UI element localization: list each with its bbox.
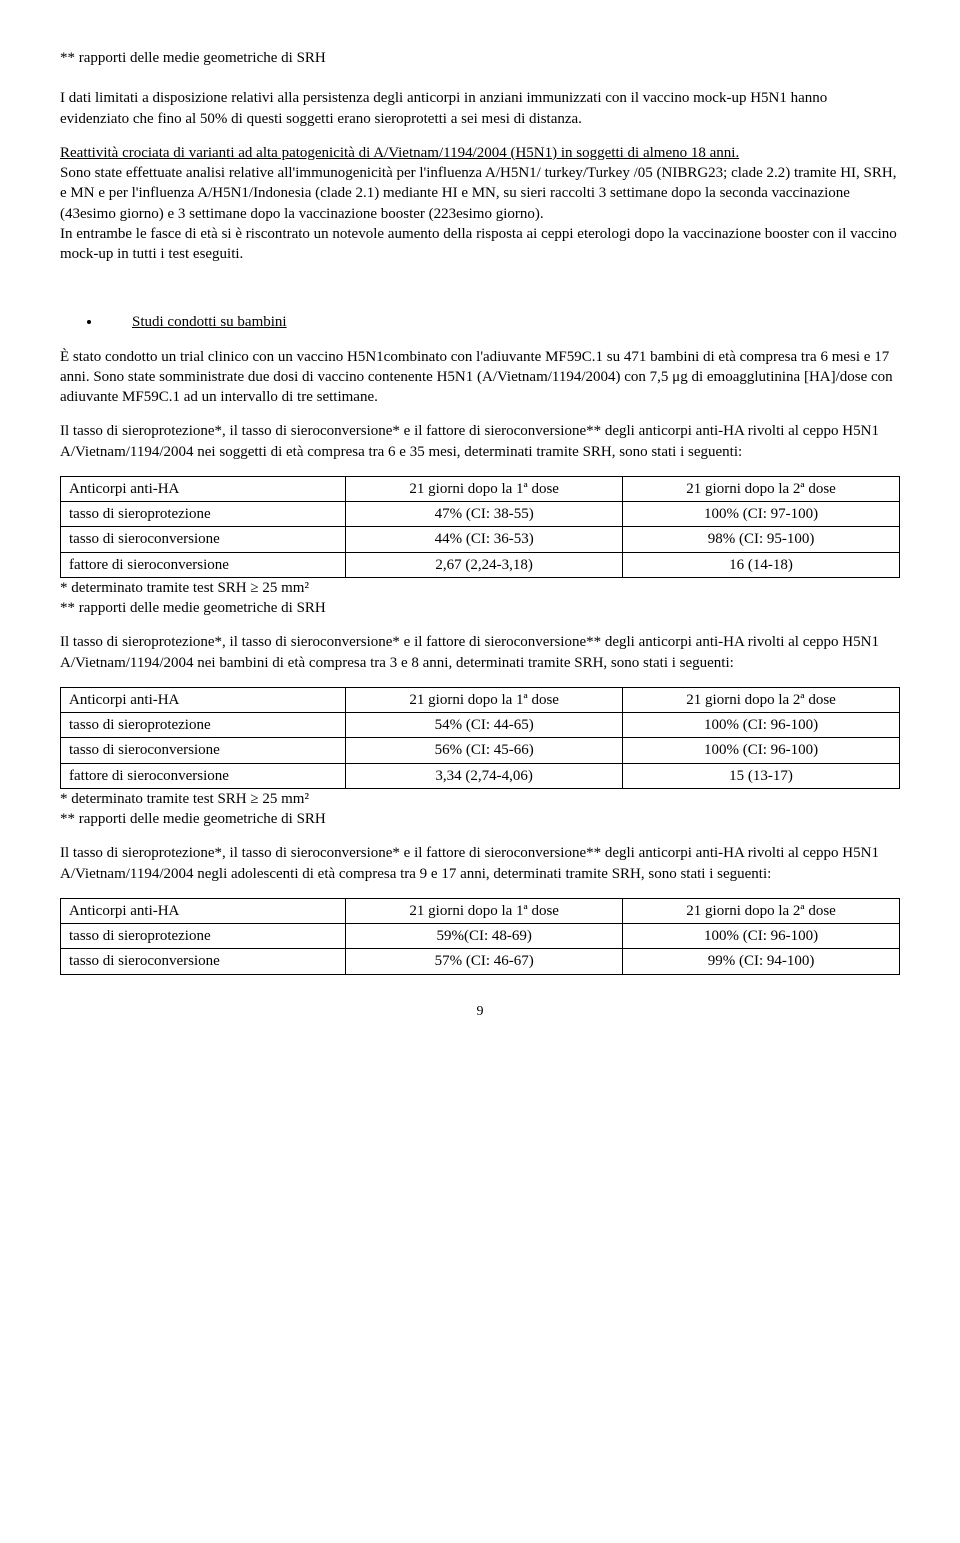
table-header-row: Anticorpi anti-HA 21 giorni dopo la 1ª d… xyxy=(61,687,900,712)
table-3-8-years: Anticorpi anti-HA 21 giorni dopo la 1ª d… xyxy=(60,687,900,789)
cell-value: 54% (CI: 44-65) xyxy=(346,713,623,738)
paragraph-table2-intro: Il tasso di sieroprotezione*, il tasso d… xyxy=(60,632,900,673)
table-row: fattore di sieroconversione 3,34 (2,74-4… xyxy=(61,763,900,788)
col-header-label: Anticorpi anti-HA xyxy=(61,687,346,712)
cell-value: 100% (CI: 97-100) xyxy=(623,502,900,527)
paragraph-table1-intro: Il tasso di sieroprotezione*, il tasso d… xyxy=(60,421,900,462)
footnote-gmr: ** rapporti delle medie geometriche di S… xyxy=(60,809,900,829)
cell-value: 99% (CI: 94-100) xyxy=(623,949,900,974)
row-label: fattore di sieroconversione xyxy=(61,763,346,788)
paragraph-cross-result: In entrambe le fasce di età si è riscont… xyxy=(60,224,900,265)
table-row: fattore di sieroconversione 2,67 (2,24-3… xyxy=(61,552,900,577)
table-9-17-years: Anticorpi anti-HA 21 giorni dopo la 1ª d… xyxy=(60,898,900,975)
heading-cross-reactivity: Reattività crociata di varianti ad alta … xyxy=(60,143,900,163)
col-header-dose2: 21 giorni dopo la 2ª dose xyxy=(623,898,900,923)
paragraph-table3-intro: Il tasso di sieroprotezione*, il tasso d… xyxy=(60,843,900,884)
footnote-srh-threshold: * determinato tramite test SRH ≥ 25 mm² xyxy=(60,578,900,598)
col-header-label: Anticorpi anti-HA xyxy=(61,476,346,501)
table-row: tasso di sieroprotezione 54% (CI: 44-65)… xyxy=(61,713,900,738)
cell-value: 2,67 (2,24-3,18) xyxy=(346,552,623,577)
row-label: tasso di sieroprotezione xyxy=(61,713,346,738)
cell-value: 56% (CI: 45-66) xyxy=(346,738,623,763)
col-header-dose2: 21 giorni dopo la 2ª dose xyxy=(623,476,900,501)
bullet-list: Studi condotti su bambini xyxy=(84,312,900,332)
paragraph-cross-analysis: Sono state effettuate analisi relative a… xyxy=(60,163,900,224)
bullet-label: Studi condotti su bambini xyxy=(132,314,287,330)
paragraph-children-trial: È stato condotto un trial clinico con un… xyxy=(60,347,900,408)
page-number: 9 xyxy=(60,1003,900,1022)
table-row: tasso di sieroconversione 57% (CI: 46-67… xyxy=(61,949,900,974)
row-label: tasso di sieroconversione xyxy=(61,949,346,974)
col-header-label: Anticorpi anti-HA xyxy=(61,898,346,923)
cell-value: 100% (CI: 96-100) xyxy=(623,738,900,763)
table-6-35-months: Anticorpi anti-HA 21 giorni dopo la 1ª d… xyxy=(60,476,900,578)
footnote-gmr: ** rapporti delle medie geometriche di S… xyxy=(60,598,900,618)
cell-value: 47% (CI: 38-55) xyxy=(346,502,623,527)
col-header-dose1: 21 giorni dopo la 1ª dose xyxy=(346,898,623,923)
row-label: tasso di sieroconversione xyxy=(61,738,346,763)
footnote-top: ** rapporti delle medie geometriche di S… xyxy=(60,48,900,68)
footnote-srh-threshold: * determinato tramite test SRH ≥ 25 mm² xyxy=(60,789,900,809)
table-row: tasso di sieroprotezione 47% (CI: 38-55)… xyxy=(61,502,900,527)
table-row: tasso di sieroconversione 44% (CI: 36-53… xyxy=(61,527,900,552)
row-label: tasso di sieroprotezione xyxy=(61,924,346,949)
cell-value: 16 (14-18) xyxy=(623,552,900,577)
row-label: tasso di sieroprotezione xyxy=(61,502,346,527)
cell-value: 98% (CI: 95-100) xyxy=(623,527,900,552)
cell-value: 100% (CI: 96-100) xyxy=(623,713,900,738)
paragraph-persistence: I dati limitati a disposizione relativi … xyxy=(60,88,900,129)
cell-value: 100% (CI: 96-100) xyxy=(623,924,900,949)
col-header-dose1: 21 giorni dopo la 1ª dose xyxy=(346,687,623,712)
cell-value: 15 (13-17) xyxy=(623,763,900,788)
table-header-row: Anticorpi anti-HA 21 giorni dopo la 1ª d… xyxy=(61,898,900,923)
cell-value: 44% (CI: 36-53) xyxy=(346,527,623,552)
table-row: tasso di sieroprotezione 59%(CI: 48-69) … xyxy=(61,924,900,949)
bullet-children-studies: Studi condotti su bambini xyxy=(102,312,900,332)
row-label: fattore di sieroconversione xyxy=(61,552,346,577)
cell-value: 57% (CI: 46-67) xyxy=(346,949,623,974)
cell-value: 3,34 (2,74-4,06) xyxy=(346,763,623,788)
cell-value: 59%(CI: 48-69) xyxy=(346,924,623,949)
table-row: tasso di sieroconversione 56% (CI: 45-66… xyxy=(61,738,900,763)
table-header-row: Anticorpi anti-HA 21 giorni dopo la 1ª d… xyxy=(61,476,900,501)
col-header-dose2: 21 giorni dopo la 2ª dose xyxy=(623,687,900,712)
row-label: tasso di sieroconversione xyxy=(61,527,346,552)
col-header-dose1: 21 giorni dopo la 1ª dose xyxy=(346,476,623,501)
